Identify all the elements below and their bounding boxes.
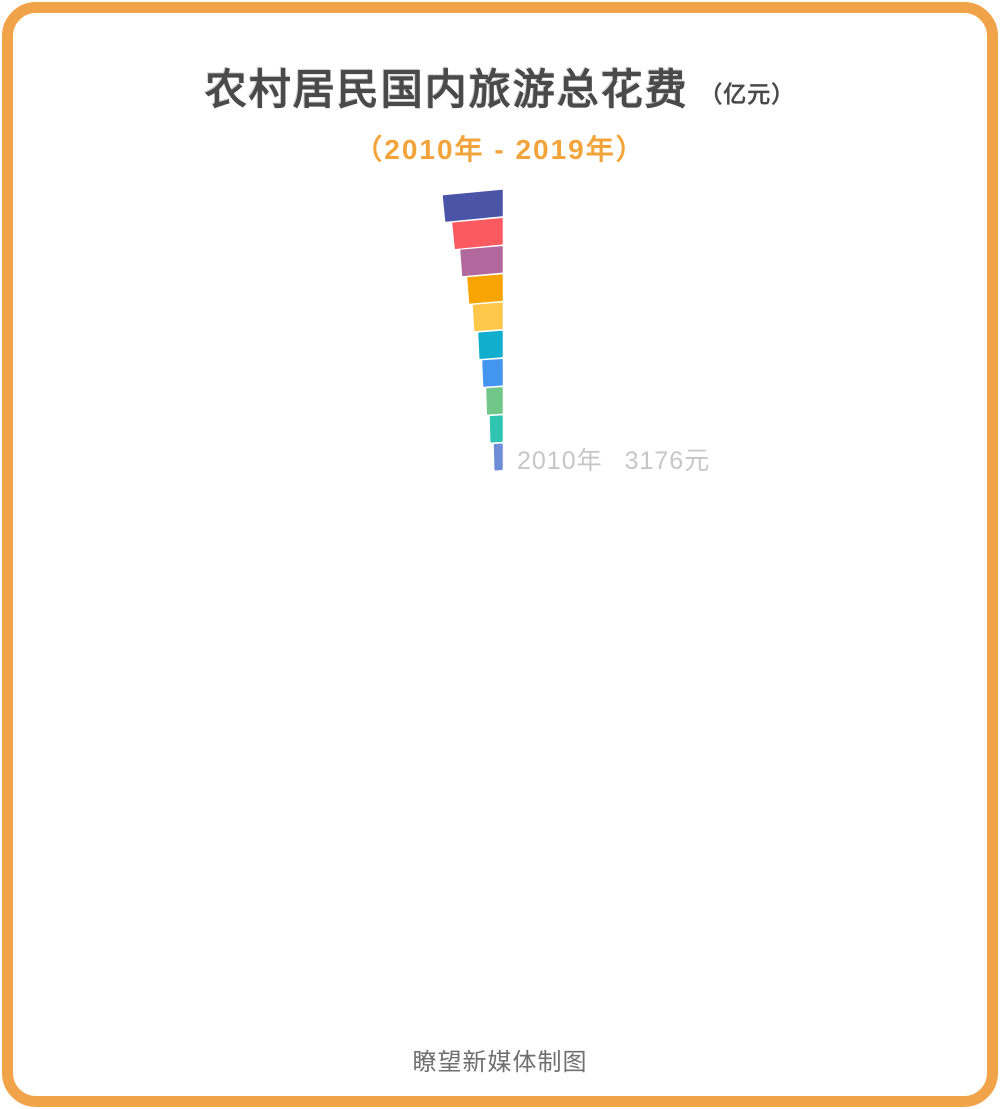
funnel-segment (472, 302, 503, 332)
funnel-segment (478, 330, 503, 359)
chart-subtitle: （2010年 - 2019年） (354, 134, 646, 165)
funnel-segment (442, 189, 503, 222)
funnel-segment (486, 387, 503, 415)
funnel-segment (467, 274, 503, 304)
chart-title: 农村居民国内旅游总花费 (204, 66, 689, 113)
funnel-segment (452, 217, 503, 249)
funnel-segment (493, 443, 503, 471)
funnel-label-year: 2010年 (517, 447, 603, 475)
funnel-segment (489, 415, 503, 443)
funnel-segment (460, 246, 503, 277)
funnel-data-label: 2010年 3176元 (517, 441, 710, 477)
chart-title-unit: （亿元） (699, 80, 796, 107)
funnel-segment (482, 358, 503, 387)
funnel-label-value: 3176元 (624, 447, 711, 475)
footer-credit: 瞭望新媒体制图 (412, 1049, 588, 1076)
title-row: 农村居民国内旅游总花费 （亿元） (0, 56, 1000, 117)
